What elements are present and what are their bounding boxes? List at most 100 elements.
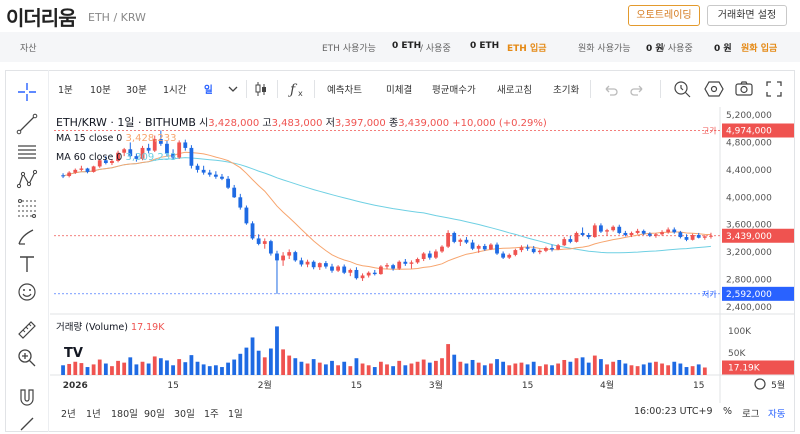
chart-canvas[interactable]: 5,200,000 4,800,000 4,400,000 4,000,000 3,60…: [50, 107, 795, 403]
volume-bar: [513, 363, 518, 375]
candle-body: [507, 254, 512, 258]
trendline-icon[interactable]: [15, 112, 39, 136]
candle-body: [275, 253, 279, 261]
ma60-value: 3,309,233: [125, 152, 177, 163]
candle-body: [489, 244, 493, 250]
volume-bar: [152, 356, 157, 375]
volume-bar: [256, 350, 261, 375]
price-chart[interactable]: 5,200,000 4,800,000 4,400,000 4,000,000 3,60…: [50, 107, 795, 433]
krw-deposit-link[interactable]: 원화 입금: [741, 44, 778, 54]
change-value: +10,000 (+0.29%): [452, 118, 547, 129]
price-tick-label: 3,200,000: [726, 248, 772, 258]
volume-bar: [599, 359, 603, 375]
axis-settings-icon: [754, 378, 766, 390]
candle-body: [250, 223, 255, 239]
percent-toggle[interactable]: %: [723, 406, 733, 417]
interval-30m[interactable]: 30분: [126, 85, 147, 96]
unfilled-button[interactable]: 미체결: [386, 85, 413, 96]
candle-body: [207, 172, 212, 175]
candle-body: [586, 235, 591, 238]
low-marker-label: 저가: [702, 290, 717, 299]
interval-10m[interactable]: 10분: [90, 85, 111, 96]
volume-bar: [317, 362, 322, 375]
zoom-in-icon[interactable]: [15, 346, 39, 370]
avg-price-button[interactable]: 평균매수가: [432, 85, 476, 96]
screen-settings-button[interactable]: 거래화면 설정: [707, 5, 787, 26]
current-volume-box: [722, 360, 794, 375]
volume-bar: [268, 348, 273, 375]
undo-icon[interactable]: [602, 79, 620, 99]
eth-deposit-link[interactable]: ETH 입금: [507, 44, 547, 54]
range-1w[interactable]: 1주: [204, 409, 219, 420]
magnet-icon[interactable]: [15, 386, 39, 410]
horizontal-lines-icon[interactable]: [15, 140, 39, 164]
high-marker-value: 4,974,000: [726, 126, 772, 136]
auto-trade-button[interactable]: 오토트레이딩: [628, 5, 700, 26]
camera-icon[interactable]: [734, 79, 754, 99]
volume-bar: [525, 364, 530, 375]
fullscreen-icon[interactable]: [764, 79, 784, 99]
eth-in-use-label: / 사용중: [420, 44, 451, 54]
range-1y[interactable]: 1년: [86, 409, 101, 420]
pencil-lock-icon[interactable]: [15, 408, 39, 432]
settings-hex-icon[interactable]: [704, 79, 724, 99]
volume-bar: [305, 363, 310, 375]
chevron-down-icon[interactable]: [226, 79, 240, 99]
interval-1m[interactable]: 1분: [58, 85, 73, 96]
volume-bar: [501, 361, 506, 375]
candle-body: [177, 142, 182, 158]
fib-icon[interactable]: [15, 196, 39, 220]
text-icon[interactable]: [15, 252, 39, 276]
pattern-icon[interactable]: [15, 168, 39, 192]
candle-body: [128, 149, 133, 157]
range-2y[interactable]: 2년: [61, 409, 76, 420]
price-tick-label: 4,400,000: [726, 166, 772, 176]
auto-toggle[interactable]: 자동: [768, 409, 786, 420]
candle-body: [165, 143, 169, 154]
candle-body: [372, 272, 377, 275]
candle-body: [446, 232, 451, 247]
candle-body: [378, 266, 383, 275]
range-90d[interactable]: 90일: [144, 409, 165, 420]
volume-bar: [293, 358, 298, 375]
ruler-icon[interactable]: [15, 318, 39, 342]
volume-bar: [446, 344, 451, 375]
predict-chart-button[interactable]: 예측차트: [327, 85, 362, 96]
candle-type-icon[interactable]: [253, 79, 269, 99]
volume-bar: [348, 366, 353, 375]
refresh-button[interactable]: 새로고침: [497, 85, 532, 96]
interval-1h[interactable]: 1시간: [163, 85, 187, 96]
candle-body: [293, 252, 298, 261]
range-1d[interactable]: 1일: [228, 409, 243, 420]
crosshair-icon[interactable]: [15, 80, 39, 104]
candle-body: [654, 234, 658, 236]
candle-body: [519, 247, 524, 251]
range-180d[interactable]: 180일: [111, 409, 138, 420]
volume-bar: [470, 359, 475, 375]
redo-icon[interactable]: [628, 79, 646, 99]
volume-bar: [366, 365, 371, 375]
alert-search-icon[interactable]: [672, 79, 692, 99]
volume-bar: [73, 361, 78, 375]
time-tick-label: 15: [693, 381, 704, 391]
candle-body: [696, 235, 701, 238]
candle-body: [140, 147, 145, 159]
candle-body: [605, 230, 609, 232]
volume-bar: [342, 361, 347, 375]
log-toggle[interactable]: 로그: [742, 409, 760, 420]
interval-day[interactable]: 일: [204, 85, 213, 96]
volume-bar: [409, 363, 414, 375]
candle-body: [464, 239, 469, 243]
range-30d[interactable]: 30일: [174, 409, 195, 420]
emoji-icon[interactable]: [15, 280, 39, 304]
candle-body: [91, 166, 96, 172]
volume-bar: [574, 358, 579, 375]
ma60-legend: MA 60 close 0 3,309,233: [56, 152, 176, 163]
candle-body: [403, 261, 408, 264]
brush-icon[interactable]: [15, 224, 39, 248]
reset-button[interactable]: 초기화: [553, 85, 580, 96]
candle-body: [189, 147, 194, 166]
candle-body: [599, 225, 603, 232]
